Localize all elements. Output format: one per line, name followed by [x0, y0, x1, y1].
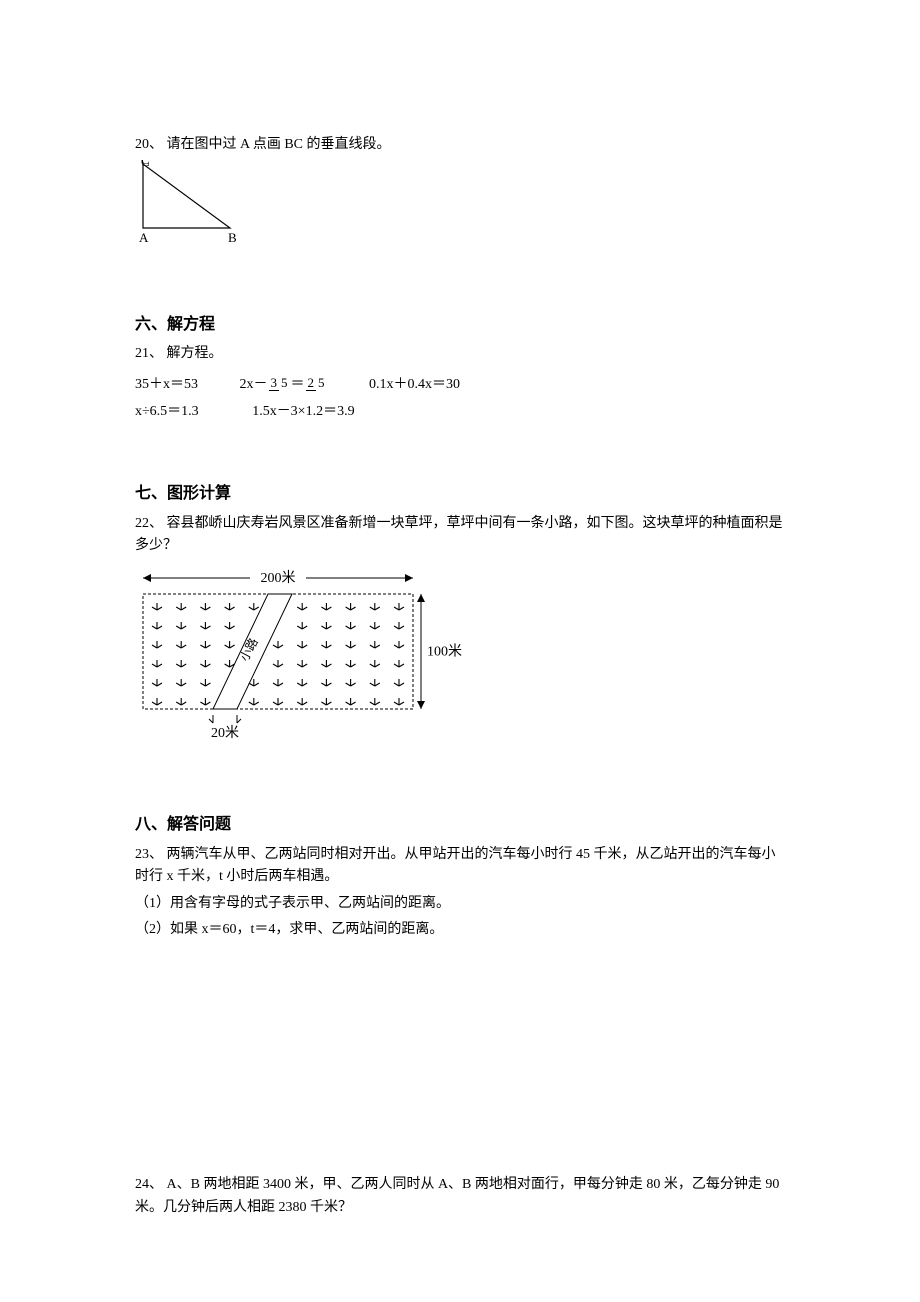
- q23-p1: （1）用含有字母的式子表示甲、乙两站间的距离。: [135, 893, 785, 915]
- q24-label: 24、 A、B 两地相距 3400 米，甲、乙两人同时从 A、B 两地相对面行，…: [135, 1174, 785, 1219]
- q21-eq5: 1.5x－3×1.2＝3.9: [252, 401, 354, 423]
- q22-diagram: 200米小路100米20米: [135, 566, 475, 746]
- svg-text:B: B: [228, 230, 237, 245]
- section8-heading: 八、解答问题: [135, 812, 785, 838]
- q23-p2: （2）如果 x＝60，t＝4，求甲、乙两站间的距离。: [135, 919, 785, 941]
- q21-eq2: 2x－35＝25: [240, 374, 328, 396]
- q21-eq2-frac1: 35: [269, 376, 290, 389]
- q20-text: 20、 请在图中过 A 点画 BC 的垂直线段。: [135, 134, 785, 156]
- q21-eq1: 35＋x＝53: [135, 374, 198, 396]
- svg-text:200米: 200米: [261, 570, 296, 586]
- q21-eq3: 0.1x＋0.4x＝30: [369, 374, 460, 396]
- q21-eq4: x÷6.5＝1.3: [135, 401, 199, 423]
- q23-label: 23、 两辆汽车从甲、乙两站同时相对开出。从甲站开出的汽车每小时行 45 千米，…: [135, 844, 785, 889]
- section6-heading: 六、解方程: [135, 312, 785, 338]
- svg-text:A: A: [139, 230, 149, 245]
- q21-label: 21、 解方程。: [135, 343, 785, 365]
- svg-text:20米: 20米: [211, 725, 239, 741]
- svg-text:C: C: [141, 160, 150, 169]
- q22-label: 22、 容县都峤山庆寿岩风景区准备新增一块草坪，草坪中间有一条小路，如下图。这块…: [135, 513, 785, 558]
- svg-text:100米: 100米: [427, 643, 462, 659]
- q21-eq2-frac2: 25: [306, 376, 327, 389]
- q20-triangle: CCAB: [135, 160, 245, 245]
- q21-eq2-pre: 2x－: [240, 377, 268, 392]
- section7-heading: 七、图形计算: [135, 481, 785, 507]
- page: 20、 请在图中过 A 点画 BC 的垂直线段。 CCAB 六、解方程 21、 …: [0, 0, 920, 1283]
- q21-eq2-mid: ＝: [291, 377, 305, 392]
